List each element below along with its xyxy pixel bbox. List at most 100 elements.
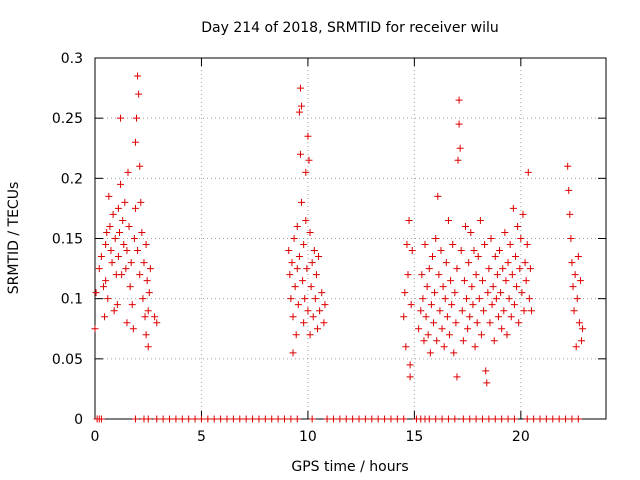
data-point [574,415,582,423]
data-point [316,307,324,315]
data-point [313,325,321,333]
data-point [418,271,426,279]
data-point [393,415,401,423]
data-point [450,349,458,357]
data-point [97,415,105,423]
data-point [368,415,376,423]
data-point [521,259,529,267]
data-point [280,415,288,423]
x-axis-label: GPS time / hours [291,459,408,475]
data-point [296,150,304,158]
data-point [329,415,337,423]
data-point [355,415,363,423]
data-point [108,259,116,267]
data-point [526,265,534,273]
data-point [321,301,329,309]
data-point [403,241,411,249]
data-point [274,415,282,423]
data-point [491,415,499,423]
data-point [236,415,244,423]
data-point [117,114,125,122]
data-point [308,415,316,423]
data-point [568,259,576,267]
data-point [255,415,263,423]
data-point [482,367,490,375]
data-point [118,271,126,279]
data-point [576,277,584,285]
data-point [455,120,463,128]
data-point [404,271,412,279]
y-tick-label: 0.1 [61,292,83,308]
data-point [485,415,493,423]
data-point [135,90,143,98]
data-point [406,361,414,369]
data-point [454,156,462,164]
data-point [524,168,532,176]
data-point [95,265,103,273]
data-point [480,307,488,315]
data-point [110,307,118,315]
data-point [293,265,301,273]
data-point [578,337,586,345]
data-point [497,289,505,297]
data-point [451,289,459,297]
data-point [479,415,487,423]
data-point [447,277,455,285]
data-point [217,415,225,423]
data-point [466,313,474,321]
data-point [342,415,350,423]
data-point [468,283,476,291]
data-point [516,265,524,273]
data-point [499,265,507,273]
data-point [136,271,144,279]
data-point [137,198,145,206]
data-point [455,96,463,104]
data-point [111,235,119,242]
data-point [304,132,312,140]
data-point [522,277,530,285]
data-point [419,295,427,303]
data-point [498,325,506,333]
data-point [465,259,473,267]
data-point [249,415,257,423]
data-point [308,259,316,267]
data-point [428,253,436,261]
gridlines [95,58,606,419]
data-point [506,241,514,249]
data-point [142,241,150,249]
data-point [103,228,111,236]
data-point [223,415,231,423]
data-point [446,331,454,339]
data-point [304,307,312,315]
data-point [523,241,531,249]
data-point [406,373,414,381]
data-point [121,198,129,206]
data-point [510,301,518,309]
data-point [459,415,467,423]
data-point [439,283,447,291]
data-point [128,301,136,309]
x-tick-label: 20 [512,429,530,445]
data-point [408,247,416,255]
data-point [449,241,457,249]
data-point [291,283,299,291]
data-point [574,253,582,261]
data-point [530,415,538,423]
data-point [425,415,433,423]
data-point [349,415,357,423]
data-point [415,325,423,333]
data-point [475,295,483,303]
data-point [496,247,504,255]
data-point [505,295,513,303]
data-point [400,313,408,321]
data-point [488,301,496,309]
data-point [460,277,468,285]
data-point [483,379,491,387]
data-point [310,247,318,255]
data-point [387,415,395,423]
data-point [431,289,439,297]
data-point [504,259,512,267]
data-point [432,235,440,242]
data-point [467,228,475,236]
data-point [144,415,152,423]
